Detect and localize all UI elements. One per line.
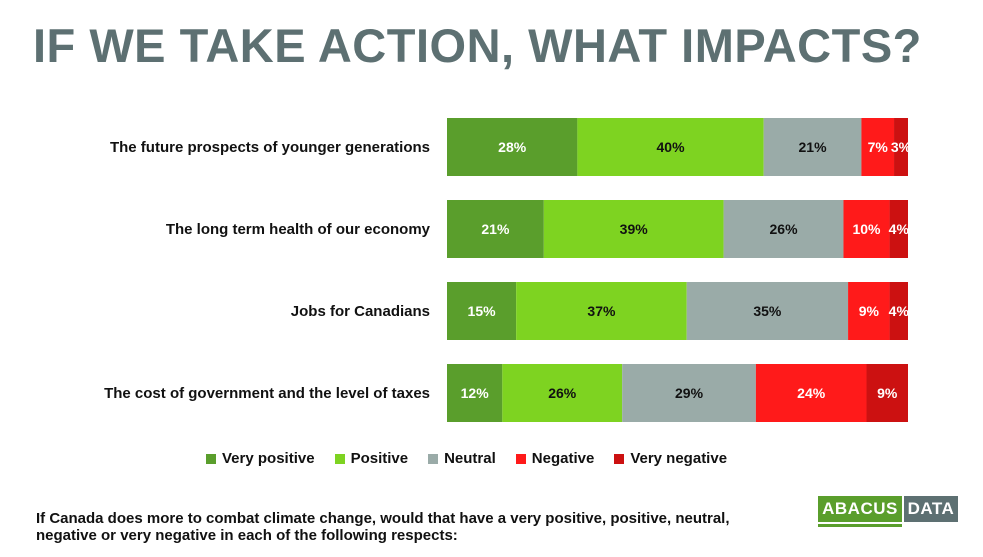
page-title: IF WE TAKE ACTION, WHAT IMPACTS? [33,19,922,72]
logo-text-abacus: ABACUS [818,496,902,522]
bar-segment [763,118,862,176]
data-label: 3% [891,139,912,155]
data-label: 4% [889,221,910,237]
data-label: 26% [770,221,799,237]
bar-segment [447,118,578,176]
data-label: 21% [799,139,828,155]
legend-swatch [614,453,625,464]
bar-segment [894,118,908,176]
bar-segment [889,282,908,340]
legend-item: Very negative [614,450,727,467]
bar-segment [889,200,908,258]
bar-segment [447,364,503,422]
logo-underline [818,524,902,527]
logo-text-data: DATA [904,496,958,522]
data-label: 26% [548,385,577,401]
legend-label: Very negative [630,450,728,467]
abacus-data-logo: ABACUS DATA [818,496,958,530]
bar-segment [723,200,844,258]
data-label: 9% [859,303,880,319]
legend-label: Very positive [222,450,315,467]
stacked-bar-chart: The future prospects of younger generati… [104,118,912,422]
bar-segment [502,364,623,422]
legend-item: Negative [515,450,595,467]
legend-swatch [428,453,439,464]
data-label: 12% [461,385,490,401]
legend-item: Positive [334,450,409,467]
category-label: The long term health of our economy [166,221,431,238]
bar-segment [861,118,895,176]
bar-segment [447,200,544,258]
data-label: 7% [868,139,889,155]
data-label: 9% [877,385,898,401]
bar-segment [622,364,756,422]
bar-segment [755,364,867,422]
category-label: The cost of government and the level of … [104,385,430,402]
legend-item: Neutral [428,450,496,467]
bar-segment [577,118,764,176]
data-label: 39% [620,221,649,237]
bar-segment [848,282,890,340]
data-label: 21% [481,221,510,237]
legend-label: Neutral [444,450,496,467]
data-label: 28% [498,139,527,155]
legend-label: Positive [350,450,409,467]
bar-segment [543,200,724,258]
data-label: 35% [753,303,782,319]
data-label: 4% [889,303,910,319]
legend-swatch [334,453,345,464]
legend-swatch [206,453,216,464]
category-label: Jobs for Canadians [291,303,430,320]
legend-swatch [515,453,526,464]
survey-question: If Canada does more to combat climate ch… [36,510,730,544]
chart-legend: Very positive Positive Neutral Negative Very… [206,450,727,467]
data-label: 40% [657,139,686,155]
bar-segment [516,282,687,340]
bar-segment [447,282,517,340]
bar-segment [843,200,890,258]
data-label: 24% [797,385,826,401]
legend-item: Very positive [206,450,315,467]
data-label: 37% [587,303,616,319]
bar-segment [866,364,908,422]
legend-label: Negative [531,450,595,467]
bar-segment [686,282,849,340]
data-label: 15% [468,303,497,319]
data-label: 29% [675,385,704,401]
category-label: The future prospects of younger generati… [110,139,430,156]
data-label: 10% [852,221,881,237]
